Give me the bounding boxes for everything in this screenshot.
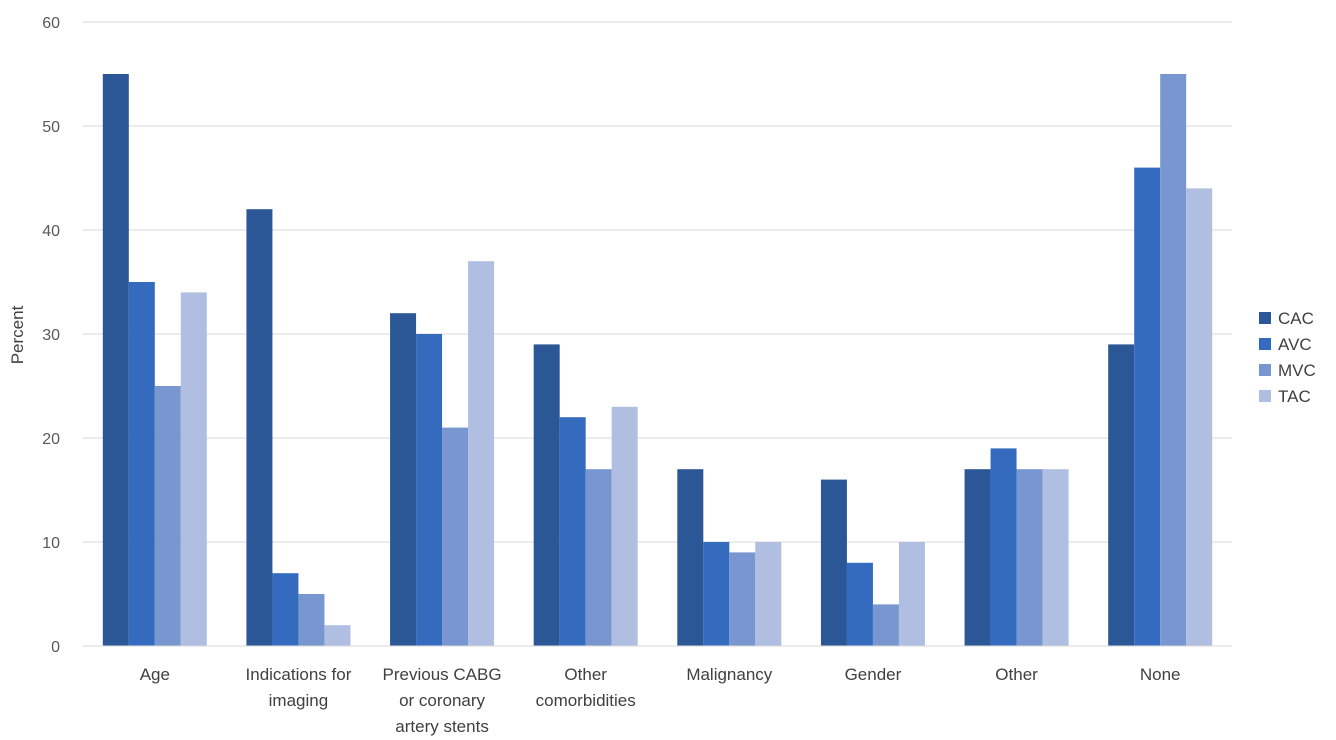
legend-swatch-mvc <box>1259 364 1271 376</box>
y-tick-label: 50 <box>42 119 60 136</box>
bar-avc <box>703 542 730 646</box>
x-category-label-line: None <box>1140 665 1181 684</box>
bar-tac <box>1186 188 1213 646</box>
y-axis-title: Percent <box>8 305 27 364</box>
bar-cac <box>1108 344 1135 646</box>
bars <box>102 74 1213 646</box>
y-tick-label: 60 <box>42 15 60 32</box>
x-category-label-line: Age <box>140 665 170 684</box>
bar-tac <box>898 542 925 646</box>
y-tick-label: 20 <box>42 431 60 448</box>
x-category-label: Malignancy <box>686 665 772 684</box>
x-category-label: None <box>1140 665 1181 684</box>
bar-cac <box>246 209 273 646</box>
legend-label-tac: TAC <box>1278 387 1311 406</box>
bar-cac <box>820 479 847 646</box>
x-category-label-line: comorbidities <box>536 691 636 710</box>
legend: CAC AVC MVC TAC <box>1259 309 1316 406</box>
x-axis-labels: Age Indications for imaging Previous CABG or… <box>140 665 1181 736</box>
bar-mvc <box>585 469 612 646</box>
x-category-label-line: Other <box>995 665 1038 684</box>
bar-mvc <box>729 552 756 646</box>
y-tick-label: 10 <box>42 535 60 552</box>
x-category-label-line: artery stents <box>395 717 489 736</box>
bar-tac <box>1042 469 1069 646</box>
bar-avc <box>846 562 873 646</box>
x-category-label-line: imaging <box>269 691 329 710</box>
bar-avc <box>990 448 1017 646</box>
bar-mvc <box>298 594 325 646</box>
bar-cac <box>102 74 129 646</box>
legend-label-mvc: MVC <box>1278 361 1316 380</box>
y-tick-label: 40 <box>42 223 60 240</box>
bar-cac <box>677 469 704 646</box>
legend-swatch-tac <box>1259 390 1271 402</box>
x-category-label: Age <box>140 665 170 684</box>
x-category-label-line: Indications for <box>246 665 352 684</box>
legend-label-cac: CAC <box>1278 309 1314 328</box>
bar-cac <box>390 313 417 646</box>
bar-cac <box>964 469 991 646</box>
y-tick-label: 30 <box>42 327 60 344</box>
legend-label-avc: AVC <box>1278 335 1312 354</box>
legend-swatch-cac <box>1259 312 1271 324</box>
bar-avc <box>128 282 155 646</box>
bar-tac <box>468 261 495 646</box>
bar-mvc <box>154 386 181 646</box>
bar-avc <box>416 334 443 646</box>
bar-mvc <box>1160 74 1187 646</box>
bar-avc <box>1134 167 1161 646</box>
bar-tac <box>611 406 638 646</box>
x-category-label: Indications for imaging <box>246 665 352 710</box>
bar-tac <box>755 542 782 646</box>
bar-avc <box>272 573 299 646</box>
x-category-label-line: Previous CABG <box>383 665 502 684</box>
bar-mvc <box>1016 469 1043 646</box>
bar-tac <box>180 292 207 646</box>
x-category-label-line: Malignancy <box>686 665 772 684</box>
legend-swatch-avc <box>1259 338 1271 350</box>
x-category-label: Previous CABG or coronary artery stents <box>383 665 502 736</box>
x-category-label: Other comorbidities <box>536 665 636 710</box>
x-category-label-line: Gender <box>845 665 902 684</box>
bar-cac <box>533 344 560 646</box>
bar-tac <box>324 625 351 646</box>
x-category-label: Gender <box>845 665 902 684</box>
y-tick-label: 0 <box>51 639 60 656</box>
x-category-label-line: Other <box>564 665 607 684</box>
bar-avc <box>559 417 586 646</box>
x-category-label-line: or coronary <box>399 691 485 710</box>
x-category-label: Other <box>995 665 1038 684</box>
bar-mvc <box>872 604 899 646</box>
y-axis-ticks: 0 10 20 30 40 50 60 <box>42 15 60 656</box>
bar-mvc <box>442 427 469 646</box>
